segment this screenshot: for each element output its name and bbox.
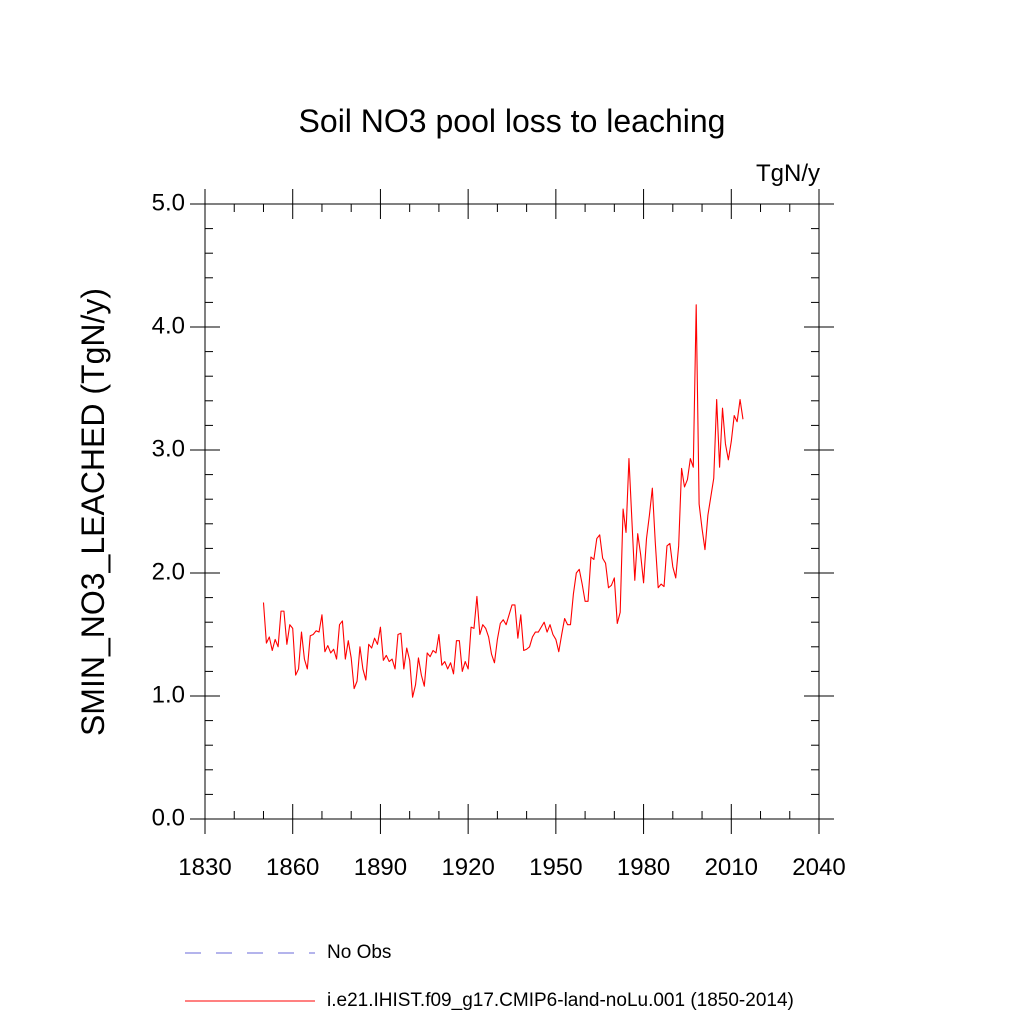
x-tick-label: 1950 xyxy=(529,854,582,881)
y-tick-label: 4.0 xyxy=(152,312,185,339)
x-tick-labels: 1830 1860 1890 1920 1950 1980 2010 2040 xyxy=(178,854,845,881)
x-tick-label: 2010 xyxy=(705,854,758,881)
legend-label-no-obs: No Obs xyxy=(327,942,391,963)
x-tick-label: 1980 xyxy=(617,854,670,881)
series-line-1 xyxy=(262,304,744,698)
y-tick-label: 1.0 xyxy=(152,681,185,708)
minor-ticks xyxy=(205,204,819,819)
major-ticks xyxy=(190,189,834,834)
x-tick-label: 1920 xyxy=(441,854,494,881)
y-tick-label: 3.0 xyxy=(152,435,185,462)
y-tick-label: 0.0 xyxy=(152,804,185,831)
plot-frame xyxy=(204,203,820,820)
y-tick-label: 2.0 xyxy=(152,558,185,585)
units-label: TgN/y xyxy=(756,160,820,187)
x-tick-label: 1860 xyxy=(266,854,319,881)
x-tick-label: 1890 xyxy=(354,854,407,881)
x-tick-label: 2040 xyxy=(792,854,845,881)
legend-label-model-run: i.e21.IHIST.f09_g17.CMIP6-land-noLu.001 … xyxy=(327,990,794,1011)
chart-title: Soil NO3 pool loss to leaching xyxy=(299,103,726,139)
x-tick-label: 1830 xyxy=(178,854,231,881)
y-axis-label: SMIN_NO3_LEACHED (TgN/y) xyxy=(75,288,111,736)
y-tick-label: 5.0 xyxy=(152,189,185,216)
series-layer xyxy=(262,304,744,698)
y-tick-labels: 0.0 1.0 2.0 3.0 4.0 5.0 xyxy=(152,189,185,831)
legend: No Obs i.e21.IHIST.f09_g17.CMIP6-land-no… xyxy=(185,942,794,1011)
